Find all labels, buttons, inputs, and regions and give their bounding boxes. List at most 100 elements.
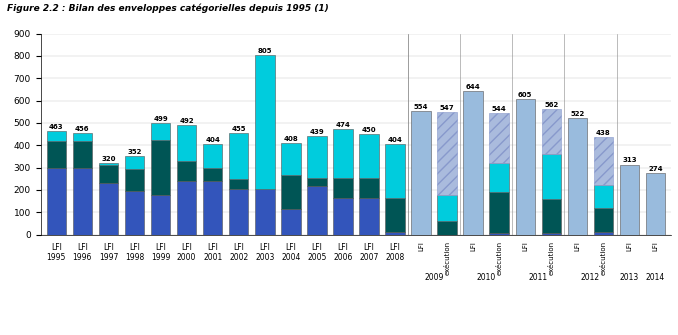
Text: 456: 456 [75, 126, 89, 132]
Text: 499: 499 [153, 116, 168, 122]
Bar [229, 179, 248, 189]
Text: 544: 544 [492, 106, 506, 112]
Text: 408: 408 [283, 136, 298, 142]
Text: 439: 439 [309, 129, 324, 135]
Bar [594, 208, 613, 232]
Text: 644: 644 [466, 83, 481, 89]
Text: 352: 352 [127, 149, 142, 155]
Text: 805: 805 [258, 48, 272, 54]
Text: 547: 547 [440, 105, 454, 111]
Bar [594, 185, 613, 208]
Bar [464, 91, 483, 234]
Text: LFI: LFI [338, 243, 348, 252]
Bar [542, 233, 561, 234]
Bar [203, 144, 222, 168]
Bar [620, 164, 639, 234]
Bar [177, 161, 197, 181]
Text: 1999: 1999 [151, 253, 170, 262]
Text: 2012: 2012 [581, 273, 600, 282]
Text: 463: 463 [49, 124, 64, 130]
Text: exécution: exécution [496, 241, 502, 275]
Text: LFI: LFI [77, 243, 88, 252]
Text: LFI: LFI [259, 243, 271, 252]
Text: LFI: LFI [363, 243, 374, 252]
Bar [203, 168, 222, 181]
Bar [307, 178, 327, 187]
Bar [47, 141, 66, 168]
Text: 320: 320 [101, 156, 116, 162]
Bar [542, 199, 561, 233]
Bar [73, 133, 92, 141]
Text: 2010: 2010 [477, 273, 496, 282]
Bar [177, 125, 197, 161]
Text: 455: 455 [231, 126, 246, 132]
Text: LFI: LFI [233, 243, 244, 252]
Text: 1996: 1996 [73, 253, 92, 262]
Text: exécution: exécution [444, 241, 450, 275]
Text: 2013: 2013 [620, 273, 639, 282]
Bar [125, 156, 144, 169]
Text: LFI: LFI [181, 243, 192, 252]
Bar [255, 189, 275, 234]
Bar [542, 109, 561, 154]
Text: 522: 522 [570, 111, 584, 117]
Bar [125, 169, 144, 191]
Bar [567, 118, 587, 234]
Text: 2011: 2011 [529, 273, 548, 282]
Bar [490, 113, 509, 163]
Bar [490, 192, 509, 233]
Text: 2014: 2014 [646, 273, 665, 282]
Text: 605: 605 [518, 92, 532, 98]
Text: LFI: LFI [207, 243, 218, 252]
Bar [125, 191, 144, 234]
Text: 2009: 2009 [424, 273, 444, 282]
Text: LFI: LFI [418, 241, 424, 251]
Bar [151, 195, 170, 234]
Text: 438: 438 [596, 130, 611, 136]
Bar [385, 198, 405, 232]
Text: 2001: 2001 [203, 253, 222, 262]
Bar [151, 140, 170, 195]
Bar [99, 183, 118, 234]
Bar [646, 173, 665, 234]
Bar [281, 175, 300, 209]
Bar [47, 168, 66, 234]
Bar [255, 55, 275, 189]
Text: 404: 404 [388, 137, 403, 143]
Bar [151, 123, 170, 140]
Bar [412, 111, 431, 234]
Bar [73, 141, 92, 168]
Text: 2007: 2007 [359, 253, 379, 262]
Text: 404: 404 [205, 137, 220, 143]
Bar [515, 99, 535, 234]
Bar [359, 178, 379, 198]
Bar [359, 134, 379, 178]
Text: 2003: 2003 [255, 253, 275, 262]
Text: 274: 274 [648, 166, 663, 172]
Bar [229, 133, 248, 179]
Bar [333, 178, 353, 198]
Text: exécution: exécution [549, 241, 555, 275]
Text: 2005: 2005 [307, 253, 327, 262]
Text: Figure 2.2 : Bilan des enveloppes catégorielles depuis 1995 (1): Figure 2.2 : Bilan des enveloppes catégo… [7, 3, 329, 13]
Text: 562: 562 [544, 102, 559, 108]
Bar [594, 232, 613, 234]
Bar [281, 143, 300, 175]
Bar [490, 233, 509, 234]
Bar [99, 163, 118, 165]
Text: LFI: LFI [129, 243, 140, 252]
Text: 450: 450 [361, 127, 376, 133]
Bar [437, 221, 457, 234]
Bar [437, 112, 457, 195]
Text: LFI: LFI [522, 241, 528, 251]
Text: LFI: LFI [311, 243, 322, 252]
Bar [203, 181, 222, 234]
Text: 492: 492 [179, 118, 194, 124]
Text: LFI: LFI [285, 243, 296, 252]
Bar [281, 209, 300, 234]
Bar [490, 163, 509, 192]
Text: LFI: LFI [653, 241, 658, 251]
Text: 313: 313 [622, 157, 637, 163]
Bar [307, 136, 327, 178]
Bar [47, 131, 66, 141]
